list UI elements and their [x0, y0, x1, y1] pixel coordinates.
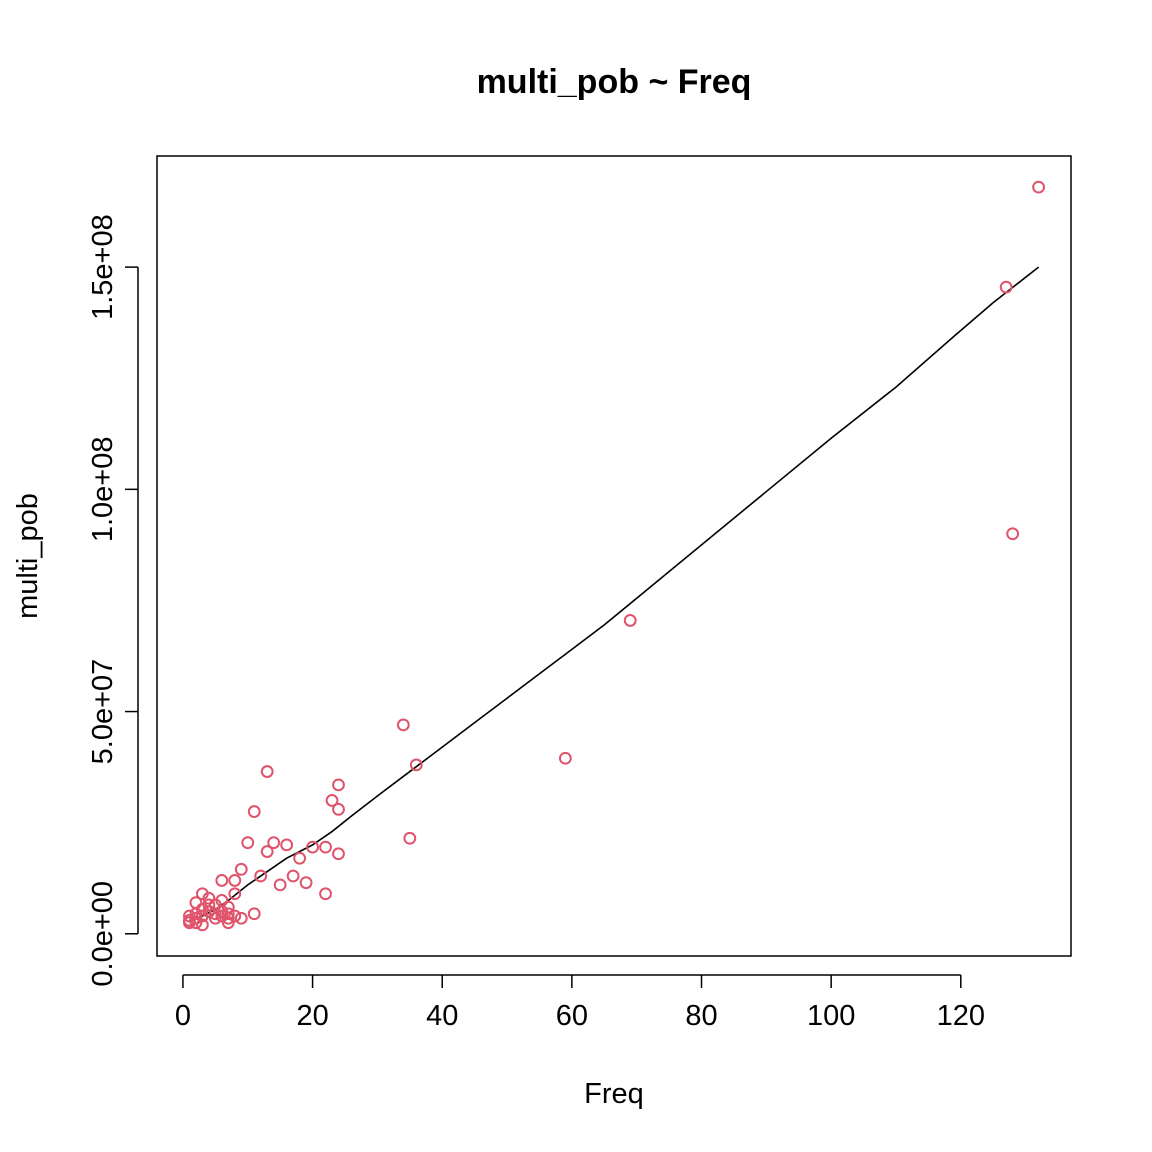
x-tick-label: 120 [937, 1000, 985, 1032]
data-point [228, 887, 242, 901]
y-tick-label: 1.0e+08 [87, 437, 119, 543]
data-point [396, 718, 410, 732]
x-tick-label: 20 [296, 1000, 328, 1032]
data-point [409, 758, 423, 772]
data-point [1032, 180, 1045, 194]
data-point [221, 916, 235, 930]
data-point [403, 831, 417, 845]
data-point [189, 916, 203, 930]
data-point [183, 914, 196, 927]
data-point [254, 869, 268, 883]
x-tick-label: 60 [556, 1000, 588, 1032]
data-point [202, 898, 216, 912]
data-point [325, 794, 339, 807]
data-point [208, 907, 222, 921]
data-point [228, 909, 242, 923]
data-point [221, 907, 235, 921]
y-tick-label: 1.5e+08 [87, 214, 119, 320]
data-point [332, 847, 345, 861]
data-point [208, 911, 222, 925]
data-point [623, 614, 637, 627]
data-point [999, 280, 1013, 294]
data-point [260, 845, 274, 858]
x-tick-label: 40 [426, 1000, 458, 1032]
data-point [319, 840, 332, 854]
data-point [202, 891, 216, 905]
data-point [293, 851, 307, 865]
data-point [280, 838, 294, 852]
data-point [215, 909, 229, 923]
chart-title: multi_pob ~ Freq [477, 63, 752, 101]
data-point [267, 836, 281, 850]
data-point [319, 887, 332, 901]
data-point [1006, 527, 1020, 541]
x-tick-label: 100 [807, 1000, 855, 1032]
x-axis: 0 20 40 60 80 100 120 [175, 974, 985, 1032]
x-tick-label: 0 [175, 1000, 191, 1032]
y-axis: 0.0e+00 5.0e+07 1.0e+08 1.5e+08 [87, 214, 139, 987]
data-point [247, 907, 261, 921]
data-point [241, 836, 255, 850]
data-point [558, 751, 572, 765]
fit-line-layer [189, 266, 1040, 922]
data-point [299, 876, 313, 890]
data-point [228, 874, 242, 887]
data-point [286, 869, 300, 883]
fit-line [189, 266, 1040, 922]
data-point [221, 900, 235, 914]
data-point [260, 765, 274, 778]
data-point [215, 874, 229, 887]
data-point [202, 905, 216, 918]
data-point [183, 909, 196, 923]
data-point [247, 805, 261, 818]
points-layer [183, 180, 1045, 932]
data-point [332, 778, 345, 792]
data-point [273, 878, 287, 892]
y-axis-title: multi_pob [12, 493, 44, 619]
x-tick-label: 80 [685, 1000, 717, 1032]
data-point [215, 894, 229, 907]
data-point [189, 896, 203, 910]
x-axis-title: Freq [584, 1078, 644, 1110]
y-tick-label: 0.0e+00 [87, 881, 119, 987]
data-point [332, 802, 345, 816]
plot-frame [156, 155, 1072, 957]
data-point [306, 840, 319, 854]
data-point [234, 911, 248, 925]
data-point [189, 911, 203, 925]
y-tick-label: 5.0e+07 [87, 659, 119, 765]
data-point [234, 862, 248, 876]
data-point [195, 918, 209, 932]
